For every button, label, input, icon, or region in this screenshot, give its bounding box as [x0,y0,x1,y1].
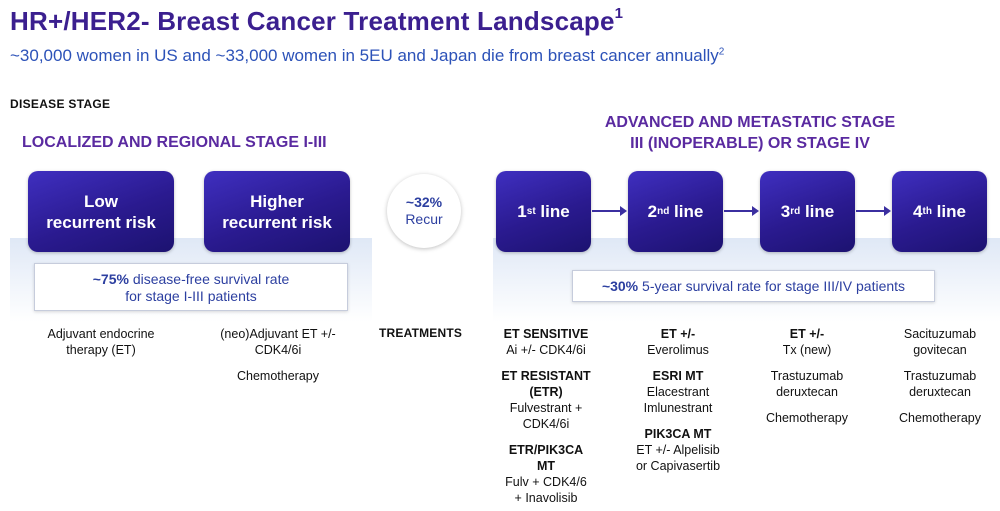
fourth-line-treatments: Sacituzumab govitecan Trastuzumab deruxt… [884,326,996,436]
arrow-1-to-2 [592,206,627,216]
first-line-treatments: ET SENSITIVE Ai +/- CDK4/6i ET RESISTANT… [491,326,601,511]
treatment-line: Everolimus [647,343,709,357]
treatment-group: ETR/PIK3CA MT Fulv + CDK4/6 + Inavolisib [491,442,601,506]
treatment-heading: ET +/- [660,327,696,341]
low-risk-box: Low recurrent risk [28,171,174,252]
treatment-line: deruxtecan [909,385,971,399]
subtitle-text: ~30,000 women in US and ~33,000 women in… [10,46,719,65]
treatment-line: Imlunestrant [643,401,713,415]
title-footnote: 1 [614,5,624,23]
treatment-line: Adjuvant endocrine [47,327,155,341]
treatment-line: Ai +/- CDK4/6i [506,343,586,357]
five-year-rate-value: ~30% [601,278,639,294]
treatment-group: Trastuzumab deruxtecan [884,368,996,400]
advanced-stage-heading: ADVANCED AND METASTATIC STAGE III (INOPE… [560,112,940,154]
treatments-label: TREATMENTS [379,326,463,340]
treatment-line: CDK4/6i [254,343,302,357]
treatment-group: Sacituzumab govitecan [884,326,996,358]
recurrence-circle: ~32% Recur [387,174,461,248]
low-risk-line-2: recurrent risk [46,212,156,232]
treatment-line: Fulvestrant + [509,401,583,415]
first-line-text: line [535,201,570,221]
treatment-group: ET +/- Everolimus [618,326,738,358]
treatment-group: PIK3CA MT ET +/- Alpelisib or Capivasert… [618,426,738,474]
treatment-heading: ET +/- [789,327,825,341]
first-line-num: 1 [517,201,527,221]
page-subtitle: ~30,000 women in US and ~33,000 women in… [10,46,724,66]
treatment-group: Chemotherapy [884,410,996,426]
treatment-group: ET RESISTANT (ETR) Fulvestrant + CDK4/6i [491,368,601,432]
treatment-heading: ET RESISTANT (ETR) [501,369,591,399]
treatment-line: Trastuzumab [770,369,844,383]
treatment-heading: ESRI MT [652,369,704,383]
dfs-rate-text-1: disease-free survival rate [128,271,290,287]
treatment-group: ET +/- Tx (new) [752,326,862,358]
treatment-line: Sacituzumab [903,327,977,341]
localized-stage-heading: LOCALIZED AND REGIONAL STAGE I-III [22,134,327,151]
second-line-num: 2 [647,201,658,221]
treatment-group: (neo)Adjuvant ET +/- CDK4/6i [193,326,363,358]
treatment-line: govitecan [913,343,967,357]
treatment-line: Elacestrant [646,385,710,399]
treatment-line: + Inavolisib [514,491,578,505]
recurrence-label: Recur [405,211,443,227]
low-risk-treatments: Adjuvant endocrine therapy (ET) [16,326,186,368]
treatment-line: Chemotherapy [237,369,319,383]
disease-stage-label: DISEASE STAGE [10,97,111,111]
arrow-3-to-4 [856,206,891,216]
five-year-rate-text: 5-year survival rate for stage III/IV pa… [638,278,906,294]
treatment-heading: ETR/PIK3CA MT [508,443,584,473]
subtitle-footnote: 2 [718,46,725,58]
second-line-text: line [669,201,704,221]
page-title: HR+/HER2- Breast Cancer Treatment Landsc… [10,6,623,37]
treatment-line: (neo)Adjuvant ET +/- [220,327,336,341]
treatment-line: therapy (ET) [66,343,136,357]
dfs-rate-text-2: for stage I-III patients [125,288,257,304]
third-line-treatments: ET +/- Tx (new) Trastuzumab deruxtecan C… [752,326,862,436]
treatment-group: Trastuzumab deruxtecan [752,368,862,400]
higher-risk-box: Higher recurrent risk [204,171,350,252]
treatment-line: CDK4/6i [522,417,570,431]
second-line-treatments: ET +/- Everolimus ESRI MT Elacestrant Im… [618,326,738,484]
treatment-group: Adjuvant endocrine therapy (ET) [16,326,186,358]
treatment-line: or Capivasertib [635,459,721,473]
treatment-line: Fulv + CDK4/6 [505,475,587,489]
treatment-line: Chemotherapy [899,411,981,425]
third-line-num: 3 [780,201,791,221]
five-year-survival-box: ~30% 5-year survival rate for stage III/… [572,270,935,302]
treatment-line: Trastuzumab [903,369,977,383]
treatment-group: ET SENSITIVE Ai +/- CDK4/6i [491,326,601,358]
third-line-text: line [800,201,835,221]
advanced-heading-line-2: III (INOPERABLE) OR STAGE IV [630,135,870,152]
treatment-line: Tx (new) [782,343,832,357]
arrow-2-to-3 [724,206,759,216]
higher-risk-treatments: (neo)Adjuvant ET +/- CDK4/6i Chemotherap… [193,326,363,394]
treatment-group: Chemotherapy [193,368,363,384]
treatment-line: deruxtecan [776,385,838,399]
fourth-line-text: line [931,201,966,221]
treatment-group: ESRI MT Elacestrant Imlunestrant [618,368,738,416]
treatment-line: Chemotherapy [766,411,848,425]
dfs-rate-value: ~75% [92,271,129,287]
treatment-line: ET +/- Alpelisib [636,443,720,457]
recurrence-percent: ~32% [405,194,443,210]
treatment-heading: PIK3CA MT [644,427,712,441]
treatment-group: Chemotherapy [752,410,862,426]
higher-risk-line-1: Higher [250,191,304,211]
advanced-heading-line-1: ADVANCED AND METASTATIC STAGE [604,114,896,131]
fourth-line-num: 4 [913,201,923,221]
higher-risk-line-2: recurrent risk [222,212,332,232]
treatment-heading: ET SENSITIVE [503,327,589,341]
disease-free-survival-box: ~75% disease-free survival rate for stag… [34,263,348,311]
low-risk-line-1: Low [84,191,118,211]
title-text: HR+/HER2- Breast Cancer Treatment Landsc… [10,6,615,36]
